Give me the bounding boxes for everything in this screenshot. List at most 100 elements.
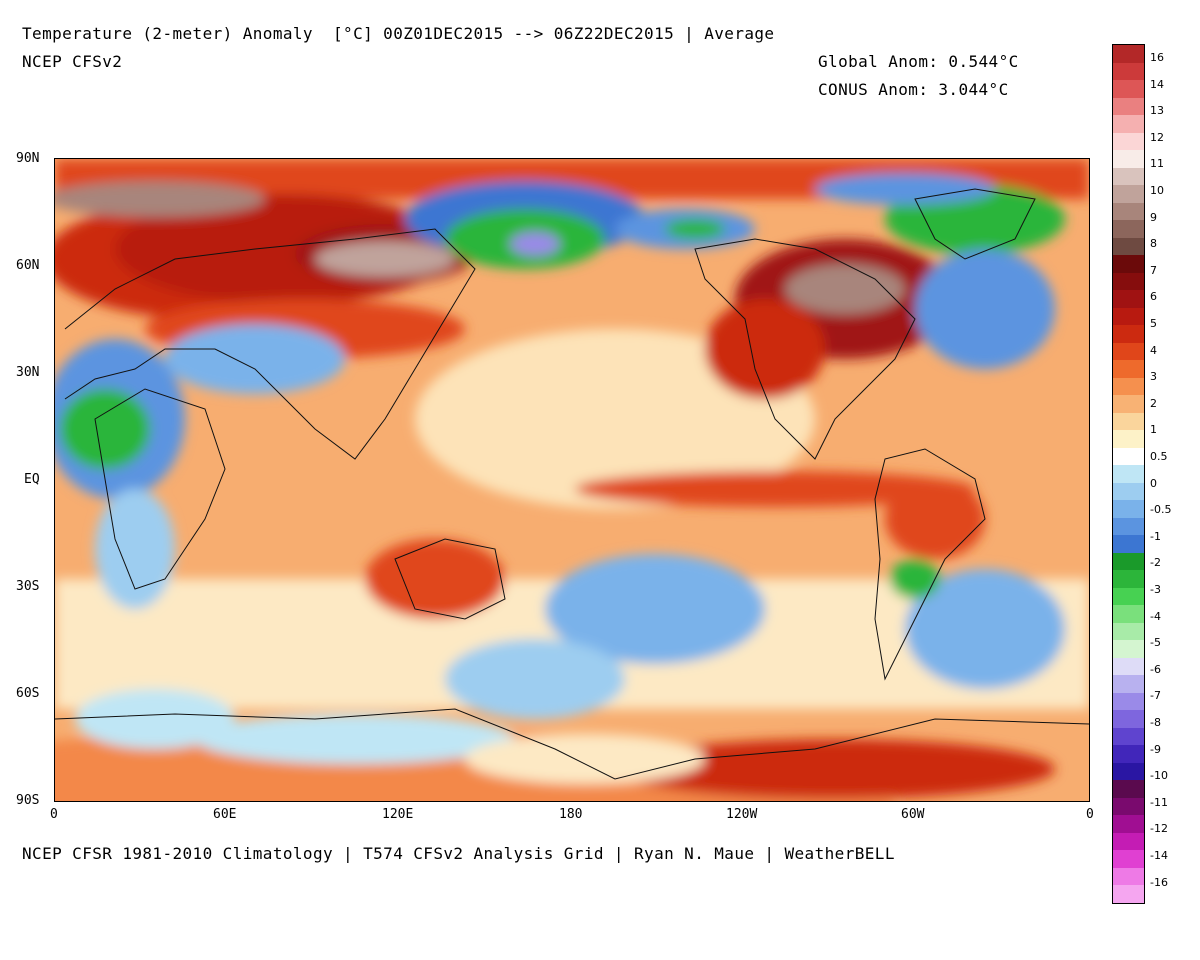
color-scale-swatch [1113, 45, 1144, 63]
color-scale-label: 12 [1150, 130, 1164, 144]
color-scale-label: -3 [1150, 583, 1161, 596]
lat-label-90s: 90S [16, 793, 40, 808]
color-scale-label: 2 [1150, 396, 1157, 410]
color-scale-swatch [1113, 640, 1144, 659]
lon-label-0-end: 0 [1086, 807, 1094, 822]
color-scale-swatch [1113, 132, 1144, 151]
color-scale-swatch [1113, 185, 1144, 204]
color-scale-swatch [1113, 325, 1144, 344]
color-scale-label: -6 [1150, 662, 1161, 676]
color-scale-label: 6 [1150, 290, 1157, 304]
color-scale-swatch [1113, 220, 1144, 239]
conus-anomaly-value: CONUS Anom: 3.044°C [818, 80, 1009, 99]
color-scale-label: -7 [1150, 689, 1161, 703]
color-scale-label: 7 [1150, 263, 1157, 277]
lon-label-120w: 120W [726, 807, 758, 822]
lat-label-30n: 30N [16, 365, 40, 380]
anomaly-map-graphic [55, 159, 1089, 801]
lon-label-60w: 60W [901, 807, 925, 822]
color-scale-swatch [1113, 815, 1144, 834]
lon-label-60e: 60E [213, 807, 237, 822]
color-scale-swatch [1113, 272, 1144, 291]
color-scale-label: 3 [1150, 370, 1157, 384]
color-scale-label: -11 [1150, 795, 1168, 809]
color-scale-label: 9 [1150, 210, 1157, 224]
color-scale-label: 1 [1150, 423, 1157, 437]
color-scale-label: 5 [1150, 317, 1157, 330]
color-scale-swatch [1113, 395, 1144, 414]
color-scale-label: -12 [1150, 822, 1168, 836]
color-scale-swatch [1113, 237, 1144, 256]
color-scale-swatch [1113, 500, 1144, 519]
color-scale-swatch [1113, 465, 1144, 484]
model-label: NCEP CFSv2 [22, 52, 123, 71]
anomaly-map [54, 158, 1090, 802]
color-scale-swatch [1113, 377, 1144, 396]
color-scale-label: 10 [1150, 184, 1164, 197]
color-scale-label: -4 [1150, 609, 1161, 623]
lon-label-180: 180 [559, 807, 583, 822]
color-scale-swatch [1113, 710, 1144, 729]
color-scale-label: 16 [1150, 51, 1164, 64]
lon-label-120e: 120E [382, 807, 414, 822]
color-scale-swatch [1113, 202, 1144, 221]
color-scale-label: -14 [1150, 849, 1168, 862]
chart-title: Temperature (2-meter) Anomaly [°C] 00Z01… [22, 24, 775, 43]
color-scale-swatch [1113, 622, 1144, 641]
color-scale-swatch [1113, 430, 1144, 449]
color-scale-label: -2 [1150, 556, 1161, 570]
color-scale-label: -9 [1150, 742, 1161, 756]
lat-label-eq: EQ [24, 472, 40, 487]
color-scale-label: 0.5 [1150, 450, 1168, 463]
color-scale-swatch [1113, 570, 1144, 589]
color-scale-label: 0 [1150, 476, 1157, 490]
color-scale-swatch [1113, 745, 1144, 764]
color-scale-swatch [1113, 62, 1144, 81]
color-scale-swatch [1113, 850, 1144, 869]
color-scale-swatch [1113, 80, 1144, 99]
color-scale-label: -10 [1150, 769, 1168, 783]
lat-label-30s: 30S [16, 579, 40, 594]
color-scale-swatch [1113, 727, 1144, 746]
lat-label-60n: 60N [16, 258, 40, 273]
color-scale-swatch [1113, 797, 1144, 816]
color-scale-swatch [1113, 867, 1144, 886]
color-scale-swatch [1113, 832, 1144, 851]
color-scale-swatch [1113, 780, 1144, 799]
footer-credit: NCEP CFSR 1981-2010 Climatology | T574 C… [22, 844, 895, 863]
color-scale-swatch [1113, 657, 1144, 676]
color-scale-swatch [1113, 535, 1144, 554]
color-scale-swatch [1113, 482, 1144, 501]
color-scale-swatch [1113, 342, 1144, 361]
global-anomaly-value: Global Anom: 0.544°C [818, 52, 1019, 71]
color-scale-label: -5 [1150, 636, 1161, 650]
color-scale-label: -0.5 [1150, 503, 1172, 517]
color-scale-swatch [1113, 307, 1144, 326]
color-scale-swatch [1113, 517, 1144, 536]
color-scale-label: -16 [1150, 875, 1168, 889]
color-scale-swatch [1113, 255, 1144, 274]
color-scale-swatch [1113, 762, 1144, 781]
color-scale-swatch [1113, 412, 1144, 431]
color-scale-label: 8 [1150, 237, 1157, 251]
color-scale-swatch [1113, 167, 1144, 186]
lat-label-90n: 90N [16, 151, 40, 166]
color-scale-swatch [1113, 692, 1144, 711]
color-scale-label: 11 [1150, 157, 1164, 171]
color-scale-label: -8 [1150, 716, 1161, 729]
color-scale-swatch [1113, 552, 1144, 571]
color-scale-swatch [1113, 150, 1144, 169]
color-scale-swatch [1113, 675, 1144, 694]
color-scale-label: 4 [1150, 343, 1157, 357]
color-scale-swatch [1113, 290, 1144, 309]
color-scale-swatch [1113, 885, 1144, 904]
color-scale-label: 14 [1150, 77, 1164, 91]
color-scale-label: 13 [1150, 104, 1164, 118]
lon-label-0: 0 [50, 807, 58, 822]
color-scale-label: -1 [1150, 529, 1161, 543]
color-scale-swatch [1113, 587, 1144, 606]
color-scale-bar [1112, 44, 1145, 904]
color-scale-swatch [1113, 360, 1144, 379]
color-scale-swatch [1113, 115, 1144, 134]
color-scale-swatch [1113, 605, 1144, 624]
